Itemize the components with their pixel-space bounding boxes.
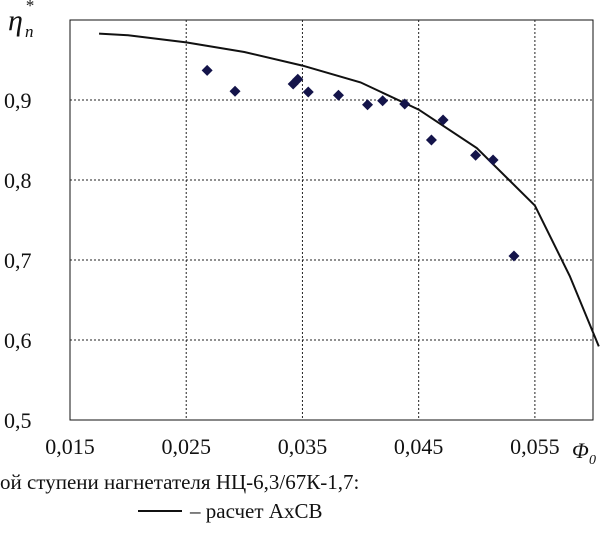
experiment-point xyxy=(470,149,482,161)
y-tick-label: 0,5 xyxy=(4,408,32,433)
x-tick-label: 0,045 xyxy=(394,434,444,459)
experiment-point xyxy=(302,86,314,98)
experiment-point xyxy=(377,95,389,107)
experiment-markers-series xyxy=(201,64,520,262)
y-tick-label: 0,8 xyxy=(4,168,32,193)
plot-frame xyxy=(69,19,594,421)
experiment-point xyxy=(332,89,344,101)
y-axis-label-sub: п xyxy=(25,22,34,41)
experiment-point xyxy=(229,85,241,97)
experiment-point xyxy=(362,99,374,111)
x-tick-label: 0,035 xyxy=(278,434,328,459)
legend-entry: – расчет АхСВ xyxy=(138,499,322,524)
experiment-point xyxy=(437,114,449,126)
x-tick-label: 0,015 xyxy=(45,434,95,459)
y-tick-labels: 0,5 0,6 0,7 0,8 0,9 xyxy=(4,88,32,433)
y-tick-label: 0,9 xyxy=(4,88,32,113)
y-tick-label: 0,6 xyxy=(4,328,32,353)
grid-lines xyxy=(70,20,593,420)
calc-curve-series xyxy=(99,32,600,347)
x-tick-label: 0,025 xyxy=(161,434,211,459)
y-axis-label-sup: * xyxy=(25,0,34,15)
legend-line-label: – расчет АхСВ xyxy=(190,499,323,523)
legend-line-swatch xyxy=(138,510,182,513)
experiment-point xyxy=(399,98,411,110)
x-tick-labels: 0,015 0,025 0,035 0,045 0,055 xyxy=(45,434,559,459)
x-axis-label-sub: 0 xyxy=(589,453,596,468)
y-tick-label: 0,7 xyxy=(4,248,32,273)
figure-caption: ой ступени нагнетателя НЦ-6,3/67К-1,7: xyxy=(0,470,360,494)
y-axis-label: η xyxy=(8,4,23,37)
y-axis-label-symbol: η xyxy=(8,4,23,37)
experiment-point xyxy=(292,73,304,85)
experiment-point xyxy=(201,64,213,76)
x-axis-label: Φ xyxy=(572,438,589,463)
experiment-point xyxy=(487,154,499,166)
experiment-point xyxy=(508,250,520,262)
calc-curve-line xyxy=(99,32,600,347)
experiment-point xyxy=(425,134,437,146)
x-tick-label: 0,055 xyxy=(510,434,560,459)
